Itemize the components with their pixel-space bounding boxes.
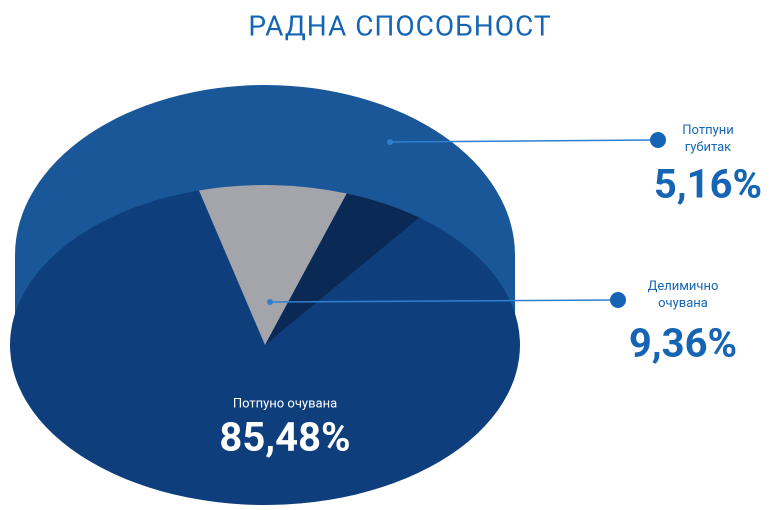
- callout-line: [389, 139, 659, 143]
- slice-label: Потпуно очувана: [233, 396, 337, 411]
- callout-line: [269, 299, 619, 303]
- value-label: 9,36%: [629, 320, 737, 367]
- slice-label: Делимично очувана: [648, 279, 719, 311]
- callout-dot: [610, 292, 626, 308]
- chart-title: РАДНА СПОСОБНОСТ: [248, 9, 551, 42]
- callout-dot: [267, 299, 273, 305]
- callout-dot: [387, 139, 393, 145]
- callout-dot: [650, 132, 666, 148]
- slice-label: Потпуни губитак: [682, 123, 733, 155]
- pie-slice: [199, 185, 347, 345]
- pie-slice: [265, 193, 420, 345]
- value-label: 85,48%: [219, 414, 350, 461]
- value-label: 5,16%: [654, 161, 762, 208]
- pie-slice: [9, 190, 520, 505]
